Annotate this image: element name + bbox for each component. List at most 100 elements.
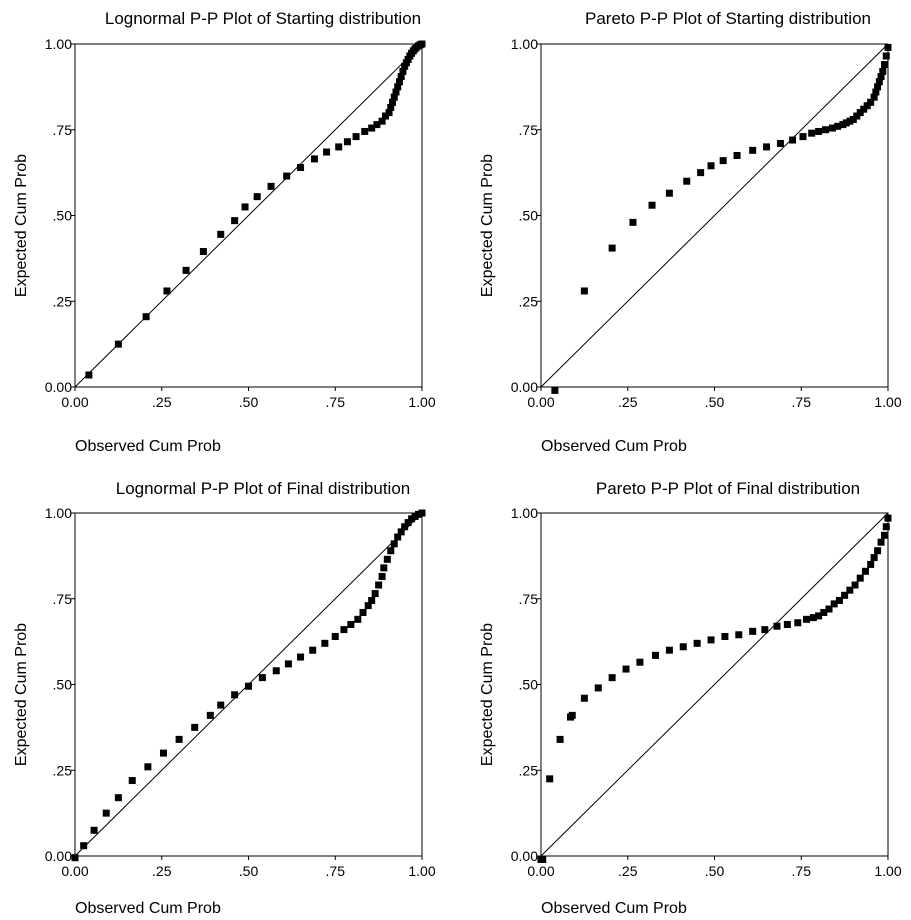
reference-diagonal-line (540, 512, 889, 857)
data-point (861, 567, 869, 575)
data-point (835, 596, 843, 604)
data-point (418, 40, 426, 48)
data-point (404, 519, 412, 527)
data-point (856, 574, 864, 582)
data-point (401, 523, 409, 531)
data-point (297, 163, 305, 171)
x-tick-label: 1.00 (408, 394, 435, 410)
data-point (707, 162, 715, 170)
x-tick-label: .25 (618, 863, 638, 879)
data-point (241, 203, 249, 211)
data-point (867, 560, 875, 568)
data-point (114, 340, 122, 348)
data-point (331, 632, 339, 640)
data-point (323, 148, 331, 156)
y-axis-label: Expected Cum Prob (479, 623, 496, 766)
data-point (352, 133, 360, 141)
x-tick-label: .75 (792, 394, 812, 410)
data-point (361, 127, 369, 135)
data-point (870, 554, 878, 562)
data-point (373, 121, 381, 129)
data-point (556, 735, 564, 743)
data-point (594, 684, 602, 692)
data-point (652, 651, 660, 659)
data-point (383, 555, 391, 563)
data-point (245, 682, 252, 690)
data-point (749, 627, 757, 635)
x-tick-label: 0.00 (61, 863, 88, 879)
data-point (378, 572, 386, 580)
data-point (397, 528, 405, 536)
reference-diagonal-line (74, 43, 423, 388)
data-point (580, 287, 588, 295)
y-tick-label: .50 (519, 677, 539, 693)
x-axis-label: Observed Cum Prob (541, 900, 687, 917)
x-tick-label: .50 (705, 863, 725, 879)
x-axis-label: Observed Cum Prob (541, 438, 687, 455)
data-point (665, 189, 673, 197)
data-point (359, 608, 367, 616)
data-point (834, 122, 842, 130)
data-point (343, 138, 351, 146)
x-tick-label: .25 (152, 863, 172, 879)
y-tick-label: .50 (53, 208, 73, 224)
y-tick-label: .50 (519, 208, 539, 224)
data-point (629, 218, 637, 226)
data-point (397, 73, 405, 81)
data-point (820, 608, 828, 616)
data-point (142, 313, 150, 321)
data-point (102, 809, 110, 817)
data-point (802, 615, 810, 623)
y-axis-label: Expected Cum Prob (479, 154, 496, 297)
data-point (828, 124, 836, 132)
data-point (776, 139, 784, 147)
data-point (385, 109, 393, 117)
data-point (679, 643, 687, 651)
data-point (231, 217, 239, 225)
data-point (693, 639, 701, 647)
data-point (735, 631, 743, 639)
data-point (879, 67, 887, 75)
pp-plot-panel: Lognormal P-P Plot of Starting distribut… (13, 9, 436, 455)
data-point (283, 172, 291, 180)
data-point (114, 794, 122, 802)
data-point (206, 711, 214, 719)
pp-plot-panel: Pareto P-P Plot of Starting distribution… (479, 9, 902, 455)
data-point (354, 615, 362, 623)
data-point (159, 749, 167, 757)
x-tick-label: .75 (792, 863, 812, 879)
data-point (144, 763, 152, 771)
data-point (297, 653, 305, 661)
data-point (394, 83, 402, 91)
data-point (870, 93, 878, 101)
data-point (378, 117, 386, 125)
x-tick-label: .50 (239, 863, 259, 879)
data-point (364, 602, 372, 610)
data-point (799, 133, 807, 141)
data-point (399, 67, 407, 75)
x-tick-label: 0.00 (527, 863, 554, 879)
y-tick-label: .75 (53, 591, 73, 607)
y-tick-label: .25 (53, 762, 73, 778)
y-tick-label: 0.00 (511, 379, 538, 395)
data-point (90, 826, 98, 834)
data-point (163, 287, 171, 295)
data-point (217, 230, 225, 238)
data-point (258, 674, 266, 682)
data-point (783, 620, 791, 628)
y-tick-label: 1.00 (511, 36, 538, 52)
data-point (874, 83, 882, 91)
y-tick-label: .75 (53, 122, 73, 138)
x-tick-label: 0.00 (61, 394, 88, 410)
data-point (884, 43, 892, 51)
data-point (882, 52, 890, 60)
data-point (380, 564, 388, 572)
y-tick-label: 0.00 (45, 848, 72, 864)
data-point (284, 660, 292, 668)
y-tick-label: .75 (519, 591, 539, 607)
y-tick-label: .25 (519, 762, 539, 778)
data-point (608, 244, 616, 252)
data-point (580, 694, 588, 702)
chart-title: Lognormal P-P Plot of Starting distribut… (105, 9, 421, 28)
